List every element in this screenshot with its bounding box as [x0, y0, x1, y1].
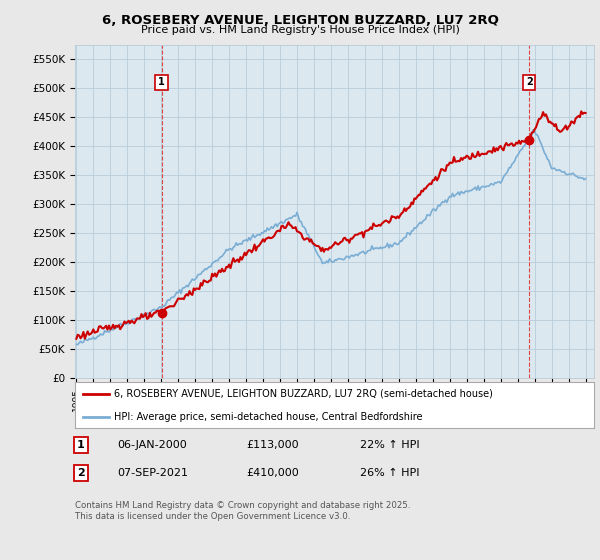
Text: Price paid vs. HM Land Registry's House Price Index (HPI): Price paid vs. HM Land Registry's House …	[140, 25, 460, 35]
Text: 06-JAN-2000: 06-JAN-2000	[117, 440, 187, 450]
Text: 2: 2	[77, 468, 85, 478]
Text: 2: 2	[526, 77, 533, 87]
Text: £113,000: £113,000	[246, 440, 299, 450]
Text: 1: 1	[158, 77, 165, 87]
Text: £410,000: £410,000	[246, 468, 299, 478]
Text: 6, ROSEBERY AVENUE, LEIGHTON BUZZARD, LU7 2RQ: 6, ROSEBERY AVENUE, LEIGHTON BUZZARD, LU…	[101, 14, 499, 27]
Text: Contains HM Land Registry data © Crown copyright and database right 2025.
This d: Contains HM Land Registry data © Crown c…	[75, 501, 410, 521]
Text: 6, ROSEBERY AVENUE, LEIGHTON BUZZARD, LU7 2RQ (semi-detached house): 6, ROSEBERY AVENUE, LEIGHTON BUZZARD, LU…	[114, 389, 493, 399]
Text: 1: 1	[77, 440, 85, 450]
Text: 07-SEP-2021: 07-SEP-2021	[117, 468, 188, 478]
Text: HPI: Average price, semi-detached house, Central Bedfordshire: HPI: Average price, semi-detached house,…	[114, 412, 422, 422]
Text: 26% ↑ HPI: 26% ↑ HPI	[360, 468, 419, 478]
Text: 22% ↑ HPI: 22% ↑ HPI	[360, 440, 419, 450]
